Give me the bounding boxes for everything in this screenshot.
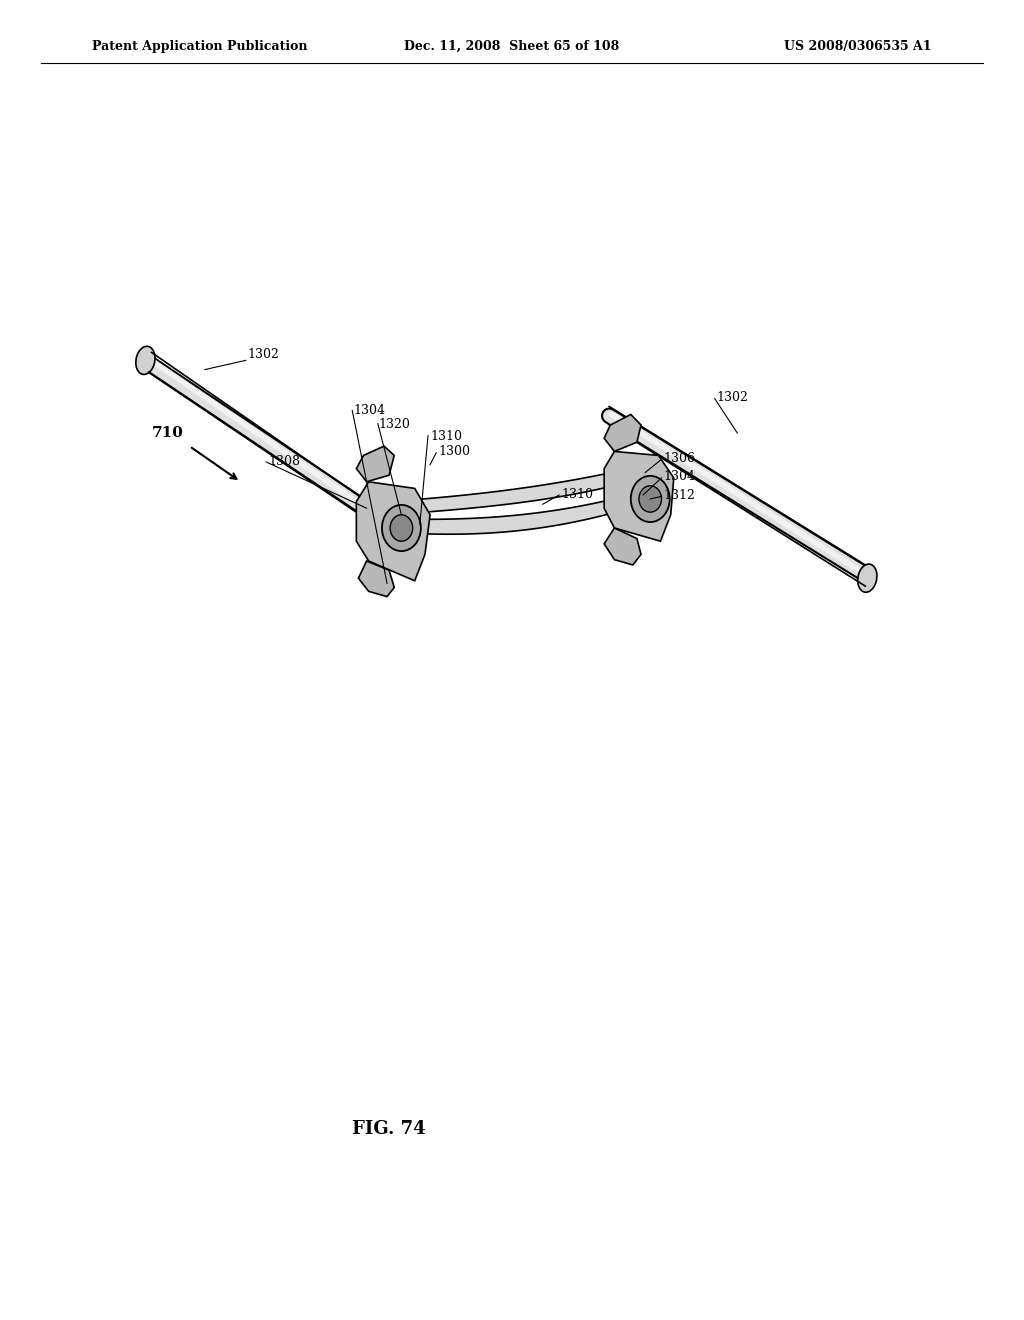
Polygon shape — [358, 561, 394, 597]
Text: 1304: 1304 — [664, 470, 695, 483]
PathPatch shape — [389, 495, 630, 535]
Text: 1310: 1310 — [561, 487, 593, 500]
Text: Patent Application Publication: Patent Application Publication — [92, 40, 307, 53]
Polygon shape — [356, 482, 430, 581]
Ellipse shape — [382, 504, 421, 552]
Text: FIG. 74: FIG. 74 — [352, 1119, 426, 1138]
Text: 1312: 1312 — [664, 488, 695, 502]
Ellipse shape — [136, 346, 155, 375]
Text: 1320: 1320 — [379, 417, 411, 430]
Ellipse shape — [390, 515, 413, 541]
Polygon shape — [604, 414, 641, 451]
Text: Dec. 11, 2008  Sheet 65 of 108: Dec. 11, 2008 Sheet 65 of 108 — [404, 40, 620, 53]
Polygon shape — [604, 451, 674, 541]
Text: 710: 710 — [152, 426, 183, 440]
Text: 1302: 1302 — [717, 391, 749, 404]
Ellipse shape — [858, 564, 877, 593]
Ellipse shape — [631, 477, 670, 523]
Text: 1302: 1302 — [248, 347, 280, 360]
Text: 1308: 1308 — [268, 454, 300, 467]
Text: 1310: 1310 — [430, 429, 462, 442]
Polygon shape — [356, 446, 394, 482]
Ellipse shape — [639, 486, 662, 512]
PathPatch shape — [389, 469, 630, 515]
Text: 1306: 1306 — [664, 451, 695, 465]
Polygon shape — [604, 528, 641, 565]
Text: 1300: 1300 — [438, 445, 470, 458]
Text: US 2008/0306535 A1: US 2008/0306535 A1 — [784, 40, 932, 53]
Text: 1304: 1304 — [353, 404, 385, 417]
